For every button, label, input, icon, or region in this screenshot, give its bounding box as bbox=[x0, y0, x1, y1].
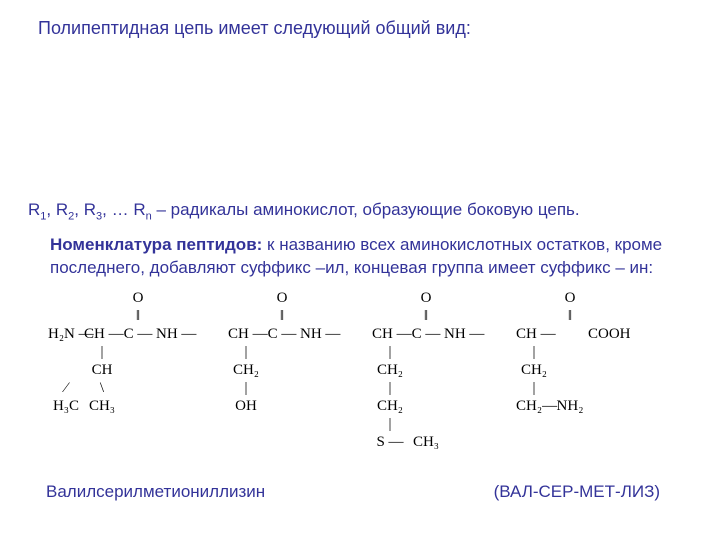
peptide-name-long: Валилсерилметиониллизин bbox=[46, 482, 265, 502]
rn: Rn bbox=[133, 200, 151, 219]
slide: Полипептидная цепь имеет следующий общий… bbox=[0, 0, 720, 540]
nomenclature-line: Номенклатура пептидов: к названию всех а… bbox=[28, 234, 692, 280]
r3: R3 bbox=[84, 200, 102, 219]
radicals-tail: – радикалы аминокислот, образующие боков… bbox=[152, 200, 580, 219]
nomenclature-heading: Номенклатура пептидов: bbox=[50, 235, 262, 254]
peptide-name-short: (ВАЛ-СЕР-МЕТ-ЛИЗ) bbox=[494, 482, 660, 502]
radicals-line: R1, R2, R3, … Rn – радикалы аминокислот,… bbox=[28, 199, 692, 224]
page-title: Полипептидная цепь имеет следующий общий… bbox=[38, 18, 692, 39]
r1: R1 bbox=[28, 200, 46, 219]
chemical-structure: OOOO‖‖‖‖H₂N —CH —C —NH —CH —C —NH —CH —C… bbox=[48, 290, 692, 452]
r2: R2 bbox=[56, 200, 74, 219]
